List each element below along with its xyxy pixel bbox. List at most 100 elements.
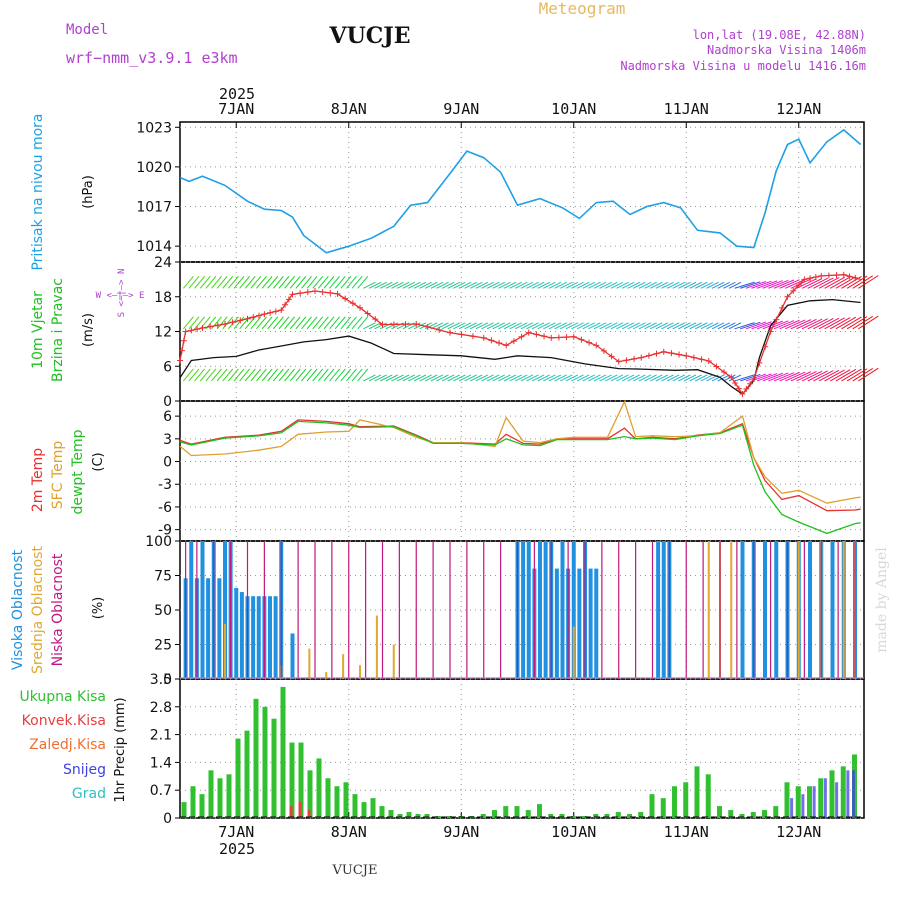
wind-barb (773, 320, 795, 330)
wind-gust-marker (739, 391, 746, 398)
wind-barb (368, 281, 382, 289)
wind-barb (284, 368, 296, 382)
day-label-bottom: 8JAN (331, 823, 367, 841)
wind-barb (503, 322, 517, 330)
year-top: 2025 (219, 85, 255, 103)
wind-barb (340, 275, 352, 289)
wind-barb (278, 368, 290, 382)
wind-barb (610, 374, 624, 382)
precip-bar-0 (307, 770, 313, 818)
wind-barb (222, 368, 234, 382)
wind-barb (515, 322, 528, 330)
cloud-ytick-label: 25 (154, 638, 172, 654)
wind-barb (588, 374, 601, 382)
cloud-bar-2 (753, 541, 755, 679)
cloud-bar-1 (342, 654, 345, 679)
wind-barb (858, 315, 879, 330)
wind-barb (711, 374, 725, 382)
wind-barb (605, 374, 618, 382)
wind-barb (610, 322, 624, 330)
wind-barb (858, 275, 879, 289)
wind-barb (852, 368, 874, 382)
wind-barb (334, 275, 346, 289)
wind-gust-marker (713, 363, 720, 370)
wind-barb (711, 281, 725, 289)
wind-gust-marker (278, 307, 285, 314)
wind-barb (413, 281, 427, 289)
pressure-unit: (hPa) (81, 175, 96, 209)
elevation-label: Nadmorska Visina 1406m (707, 43, 866, 57)
wind-barb (706, 322, 719, 330)
wind-barb (666, 281, 680, 289)
plot-area: 7JAN 7JAN 8JAN 8JAN 9JAN 9JAN 10JAN 10JAN 11JAN 1… (136, 100, 879, 841)
day-label-top: 9JAN (443, 100, 479, 118)
product-title: Meteogram (539, 0, 626, 18)
wind-gust-marker (812, 274, 819, 281)
wind-barb (560, 281, 573, 289)
wind-barb (301, 275, 312, 289)
wind-barb (216, 316, 228, 330)
wind-gust-marker (660, 348, 667, 355)
wind-barb (256, 316, 267, 330)
wind-barb (548, 322, 562, 330)
cloud-bar-0 (661, 541, 666, 679)
precip-bar-0 (660, 798, 666, 818)
wind-gust-marker (255, 312, 262, 319)
wind-barb (571, 322, 584, 330)
cloud-bar-1 (375, 615, 378, 679)
wind-barb (655, 374, 669, 382)
wind-gust-marker (608, 353, 615, 360)
cloud-ytick-label: 50 (154, 603, 172, 619)
wind-barb (560, 374, 573, 382)
wind-barb (346, 316, 357, 330)
wind-ytick-label: 12 (154, 325, 172, 341)
cloud-bar-0 (234, 587, 239, 679)
wind-barb (458, 374, 472, 382)
day-label-top: 11JAN (664, 100, 709, 118)
day-label-top: 8JAN (331, 100, 367, 118)
wind-gust-marker (222, 320, 228, 327)
cloud-bar-0 (268, 596, 272, 679)
cloud-bar-2 (314, 541, 316, 679)
wind-gust-marker (623, 357, 630, 364)
wind-barb (582, 322, 595, 330)
wind-barb (846, 275, 868, 289)
wind-gust-marker (767, 328, 774, 335)
wind-barb (846, 316, 868, 330)
wind-barb (801, 370, 823, 382)
wind-barb (441, 281, 455, 289)
wind-barb (430, 281, 444, 289)
cloud-bar-2 (483, 541, 485, 679)
wind-barb (498, 374, 511, 382)
wind-gust-marker (645, 352, 652, 359)
cloud-bar-2 (449, 541, 451, 679)
wind-gust-marker (795, 281, 802, 288)
wind-barb (796, 278, 817, 289)
wind-barb (357, 368, 369, 382)
day-label-top: 12JAN (776, 100, 821, 118)
wind-barb (441, 322, 455, 330)
cloud-bar-0 (256, 596, 261, 679)
wind-barb (284, 316, 296, 330)
precip-bar-0 (361, 802, 367, 818)
wind-speed-line (179, 298, 861, 395)
wind-gust-marker (207, 323, 214, 330)
temp-line-2 (179, 420, 861, 535)
wind-barb (233, 368, 245, 382)
wind-barb (509, 322, 522, 330)
temperature-ytick-label: -6 (158, 500, 172, 516)
cloud-bar-2 (331, 541, 333, 679)
pressure-frame (179, 121, 865, 263)
wind-gust-marker (480, 334, 487, 341)
cloud-bar-2 (263, 541, 265, 679)
cloud-bar-0 (223, 541, 227, 679)
cloud-bar-0 (217, 578, 222, 679)
wind-barb (616, 322, 629, 330)
wind-barb (830, 276, 851, 289)
wind-barb (638, 281, 652, 289)
wind-gust-marker (743, 385, 750, 392)
wind-gust-marker (852, 274, 859, 281)
precip-snow-label: Snijeg (63, 762, 106, 778)
wind-barb (334, 316, 346, 330)
wind-gust-marker (496, 339, 503, 346)
